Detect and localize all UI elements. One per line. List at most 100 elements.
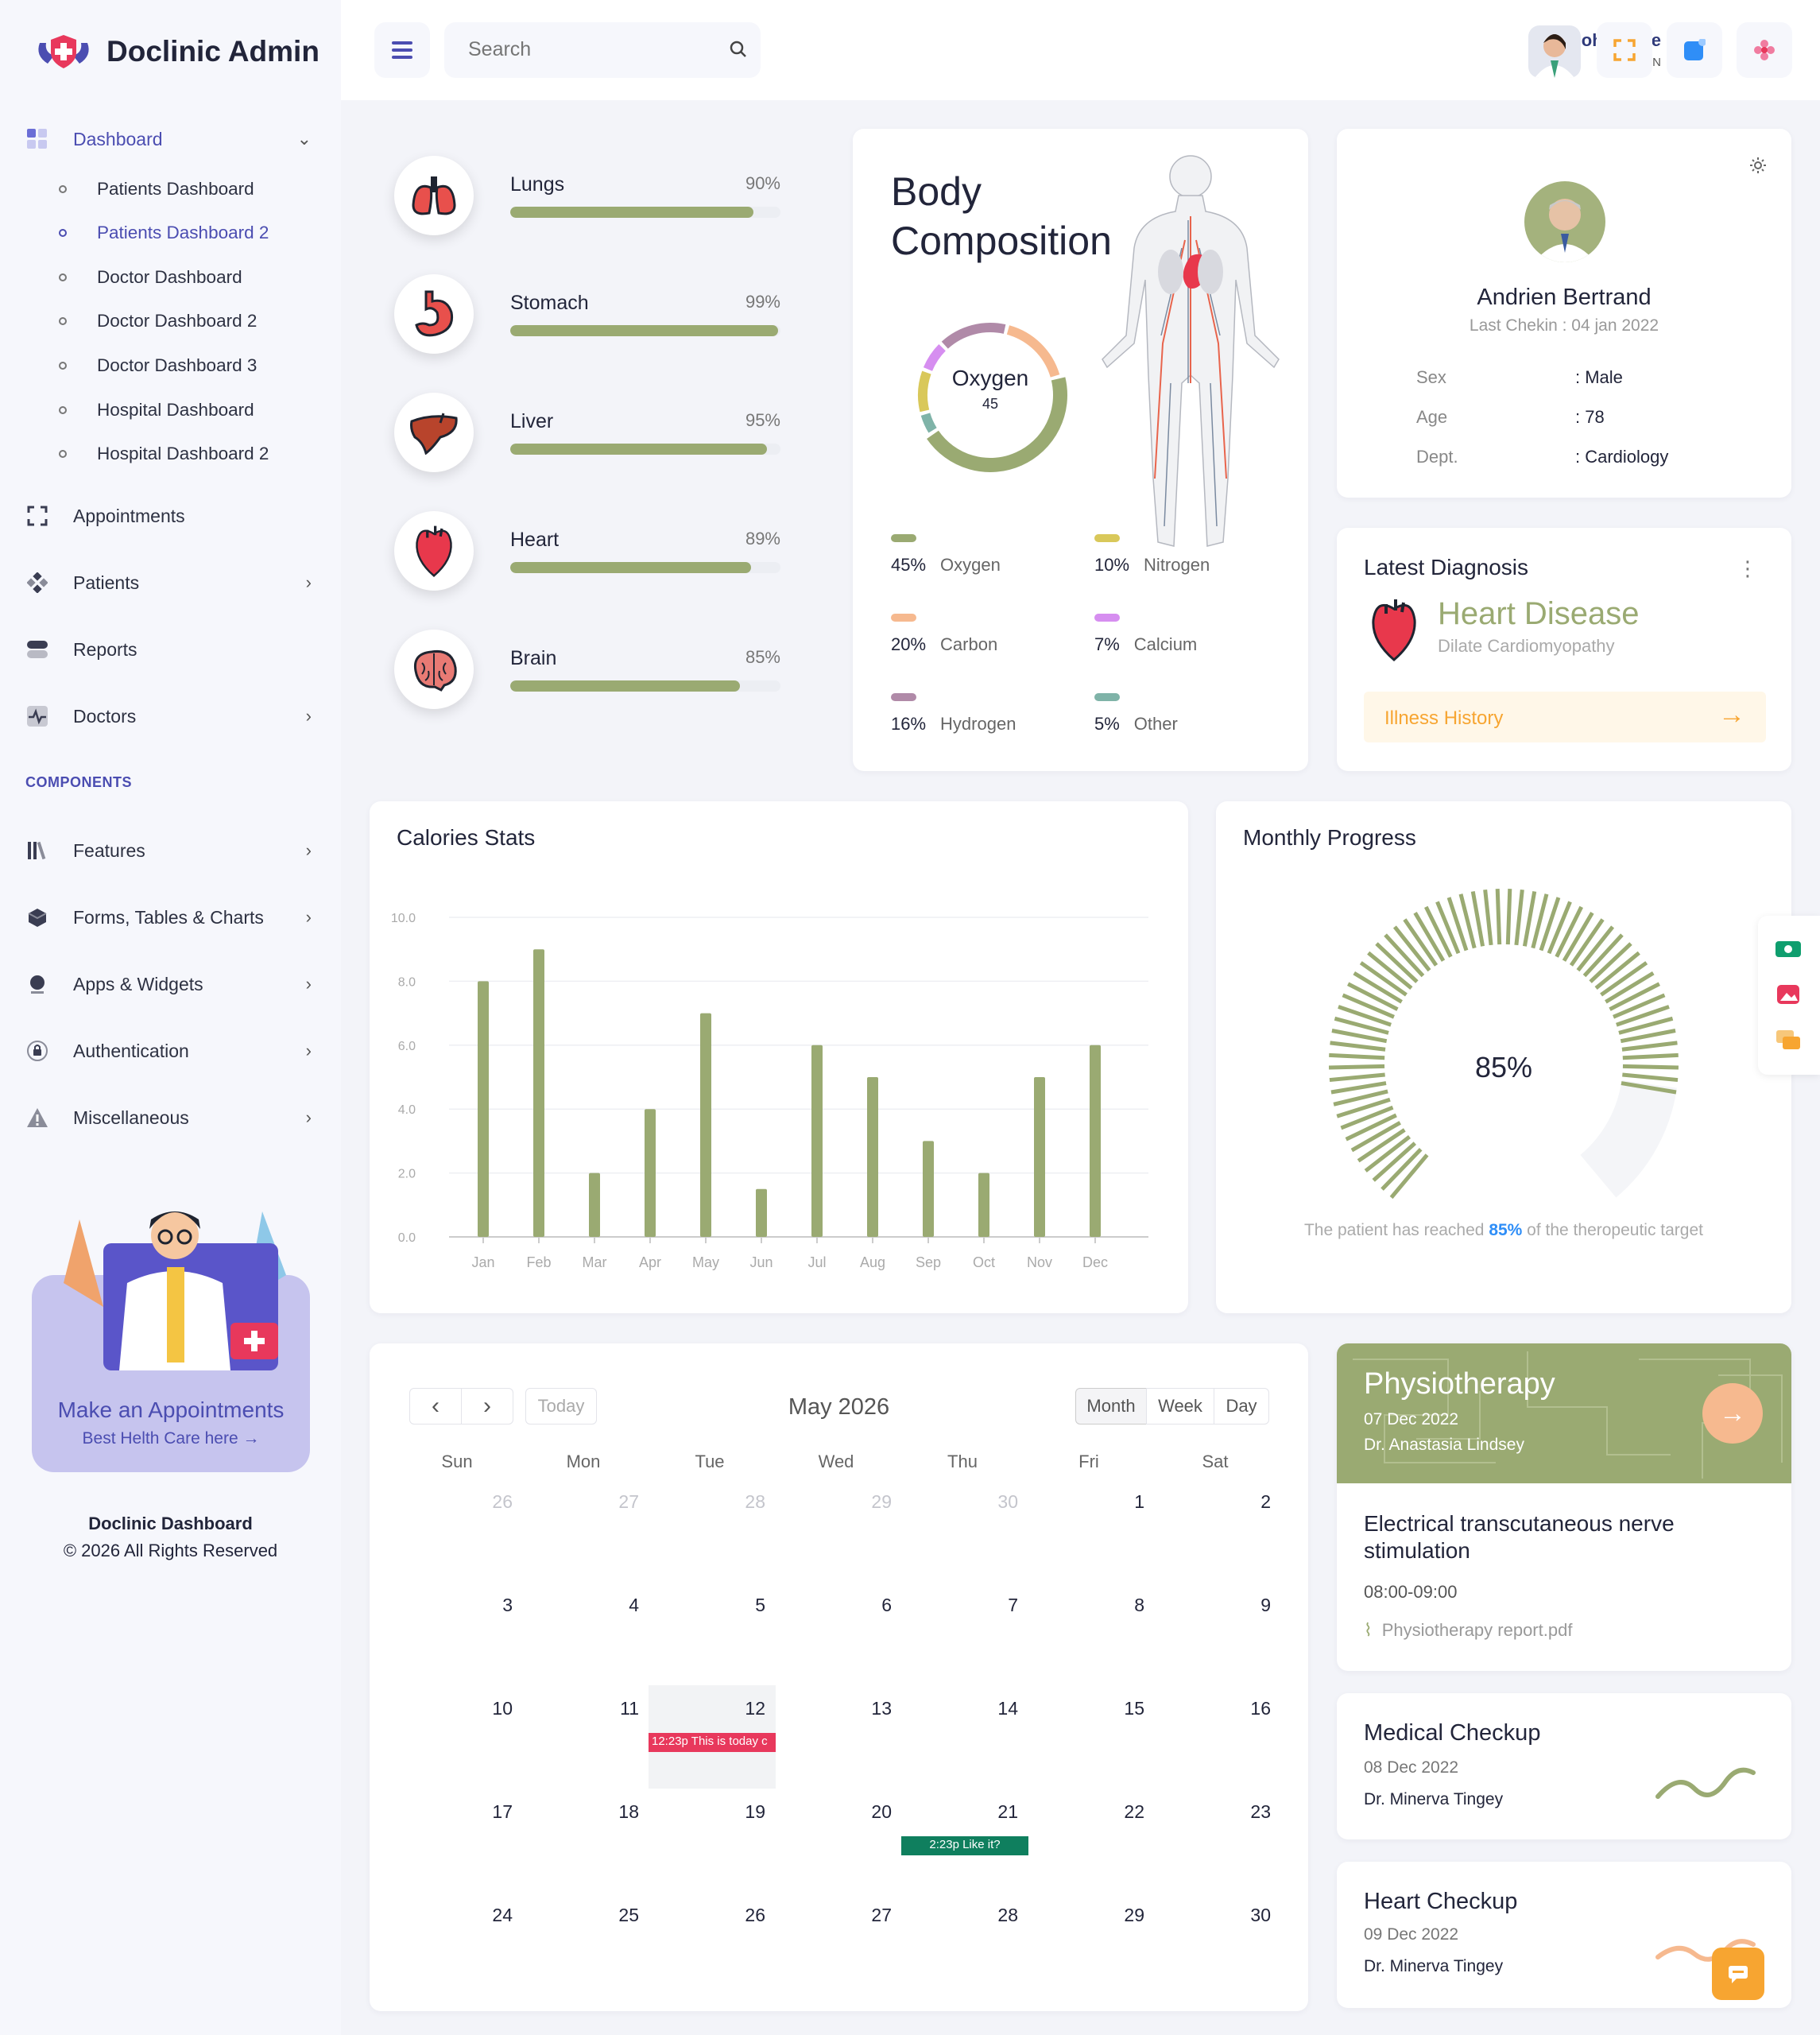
- chevron-right-icon: ›: [305, 706, 312, 726]
- appointment-promo-card[interactable]: Make an Appointments Best Helth Care her…: [32, 1211, 310, 1472]
- fullscreen-button[interactable]: [1597, 22, 1652, 78]
- donut-segment-hydrogen: [941, 323, 1006, 349]
- gauge-tick: [1589, 942, 1632, 983]
- sidebar-sub-doctor-dashboard-3[interactable]: Doctor Dashboard 3: [59, 355, 257, 376]
- calendar-day-cell[interactable]: 26: [492, 1491, 513, 1512]
- calendar-day-cell[interactable]: 18: [618, 1801, 639, 1822]
- sidebar-sub-hospital-dashboard[interactable]: Hospital Dashboard: [59, 400, 254, 421]
- progress-caption: The patient has reached 85% of the thero…: [1303, 1221, 1703, 1239]
- sidebar-sub-patients-dashboard[interactable]: Patients Dashboard: [59, 179, 254, 200]
- calendar-event-like[interactable]: 2:23p Like it?: [901, 1836, 1028, 1855]
- sidebar-item-reports[interactable]: Reports: [25, 630, 312, 669]
- calendar-day-cell[interactable]: 16: [1250, 1698, 1271, 1719]
- medical-checkup-card[interactable]: Medical Checkup 08 Dec 2022 Dr. Minerva …: [1337, 1693, 1791, 1839]
- calendar-day-cell[interactable]: 22: [1124, 1801, 1144, 1822]
- gauge-tick: [1613, 993, 1666, 1019]
- calendar-prev-button[interactable]: ‹: [409, 1388, 462, 1424]
- sidebar-sub-patients-dashboard-2[interactable]: Patients Dashboard 2: [59, 223, 269, 243]
- calendar-view-month[interactable]: Month: [1075, 1388, 1147, 1424]
- chevron-right-icon: ›: [305, 572, 312, 592]
- sidebar-item-patients[interactable]: Patients ›: [25, 563, 312, 603]
- calendar-day-cell[interactable]: 21: [997, 1801, 1018, 1822]
- calendar-day-cell[interactable]: 15: [1124, 1698, 1144, 1719]
- gear-icon[interactable]: [1748, 156, 1768, 175]
- search-input[interactable]: [468, 38, 707, 61]
- brand-name: Doclinic Admin: [106, 35, 319, 68]
- notifications-button[interactable]: [1667, 22, 1722, 78]
- sidebar-item-miscellaneous[interactable]: Miscellaneous ›: [25, 1098, 312, 1138]
- menu-toggle-button[interactable]: [374, 22, 430, 78]
- sidebar-item-features[interactable]: Features ›: [25, 831, 312, 870]
- calendar-day-cell[interactable]: 20: [871, 1801, 892, 1822]
- bar-jul: [811, 1045, 823, 1237]
- chat-tool-button[interactable]: [1774, 1029, 1803, 1052]
- calendar-day-cell[interactable]: 10: [492, 1698, 513, 1719]
- sidebar-item-authentication[interactable]: Authentication ›: [25, 1031, 312, 1071]
- calendar-day-cell[interactable]: 28: [745, 1491, 765, 1512]
- calendar-day-cell[interactable]: 11: [620, 1698, 639, 1719]
- calendar-day-cell[interactable]: 2: [1260, 1491, 1271, 1512]
- calendar-today-button[interactable]: Today: [525, 1388, 597, 1424]
- calendar-day-cell[interactable]: 9: [1260, 1595, 1271, 1615]
- more-options-icon[interactable]: ⋮: [1737, 556, 1758, 580]
- search-icon[interactable]: [729, 40, 748, 59]
- camera-tool-button[interactable]: [1774, 936, 1803, 960]
- calendar-day-cell[interactable]: 5: [755, 1595, 765, 1615]
- calendar-day-cell[interactable]: 27: [618, 1491, 639, 1512]
- calendar-day-cell[interactable]: 4: [629, 1595, 639, 1615]
- calendar-view-day[interactable]: Day: [1214, 1388, 1269, 1424]
- calendar-dow-label: Fri: [1078, 1452, 1099, 1471]
- sidebar-item-appointments[interactable]: Appointments: [25, 496, 312, 536]
- sidebar-sub-hospital-dashboard-2[interactable]: Hospital Dashboard 2: [59, 444, 269, 464]
- calendar-day-cell[interactable]: 25: [618, 1905, 639, 1925]
- calendar-dow-label: Wed: [818, 1452, 854, 1471]
- calendar-day-cell[interactable]: 12: [745, 1698, 765, 1719]
- legend-percent: 20%: [891, 634, 927, 654]
- calendar-day-cell[interactable]: 29: [1124, 1905, 1144, 1925]
- calendar-day-cell[interactable]: 7: [1008, 1595, 1018, 1615]
- calendar-day-cell[interactable]: 17: [492, 1801, 513, 1822]
- calendar-day-cell[interactable]: 14: [997, 1698, 1018, 1719]
- calendar-view-week[interactable]: Week: [1146, 1388, 1214, 1424]
- physio-attachment[interactable]: ⌇ Physiotherapy report.pdf: [1364, 1620, 1573, 1640]
- calendar-day-cell[interactable]: 1: [1134, 1491, 1144, 1512]
- gauge-tick: [1380, 1148, 1423, 1191]
- calendar-day-cell[interactable]: 24: [492, 1905, 513, 1925]
- chat-button[interactable]: [1712, 1948, 1764, 2000]
- sidebar-item-apps[interactable]: Apps & Widgets ›: [25, 964, 312, 1004]
- calendar-event-today[interactable]: 12:23p This is today c: [649, 1733, 776, 1752]
- organ-progress-fill: [510, 325, 778, 336]
- search-box[interactable]: [444, 22, 761, 78]
- sidebar-sub-doctor-dashboard[interactable]: Doctor Dashboard: [59, 267, 242, 288]
- settings-button[interactable]: [1737, 22, 1792, 78]
- calendar-day-cell[interactable]: 13: [871, 1698, 892, 1719]
- brand-logo[interactable]: Doclinic Admin: [32, 32, 319, 72]
- calendar-day-cell[interactable]: 6: [881, 1595, 892, 1615]
- image-tool-button[interactable]: [1774, 983, 1803, 1006]
- sidebar-sub-doctor-dashboard-2[interactable]: Doctor Dashboard 2: [59, 311, 257, 331]
- promo-link[interactable]: Best Helth Care here →: [82, 1429, 260, 1448]
- physio-open-button[interactable]: →: [1702, 1383, 1763, 1444]
- calendar-day-cell[interactable]: 30: [997, 1491, 1018, 1512]
- gauge-tick: [1333, 1089, 1388, 1107]
- calendar-day-cell[interactable]: 26: [745, 1905, 765, 1925]
- illness-history-button[interactable]: Illness History →: [1364, 692, 1766, 742]
- calendar-day-cell[interactable]: 19: [745, 1801, 765, 1822]
- calendar-day-cell[interactable]: 8: [1134, 1595, 1144, 1615]
- calendar-day-cell[interactable]: 30: [1250, 1905, 1271, 1925]
- heart-organ-icon: [1372, 599, 1416, 661]
- calendar-day-cell[interactable]: 29: [871, 1491, 892, 1512]
- chevron-right-icon: ›: [305, 974, 312, 994]
- gauge-tick: [1359, 961, 1408, 997]
- user-avatar[interactable]: [1528, 25, 1581, 78]
- sidebar-item-doctors[interactable]: Doctors ›: [25, 696, 312, 736]
- calendar-day-cell[interactable]: 3: [502, 1595, 513, 1615]
- calendar-day-cell[interactable]: 27: [871, 1905, 892, 1925]
- heart-checkup-card[interactable]: Heart Checkup 09 Dec 2022 Dr. Minerva Ti…: [1337, 1862, 1791, 2008]
- lock-icon: [25, 1039, 49, 1063]
- calendar-day-cell[interactable]: 23: [1250, 1801, 1271, 1822]
- calendar-next-button[interactable]: ›: [461, 1388, 513, 1424]
- sidebar-item-forms[interactable]: Forms, Tables & Charts ›: [25, 897, 312, 937]
- sidebar-item-dashboard[interactable]: Dashboard ⌄: [25, 119, 312, 159]
- calendar-day-cell[interactable]: 28: [997, 1905, 1018, 1925]
